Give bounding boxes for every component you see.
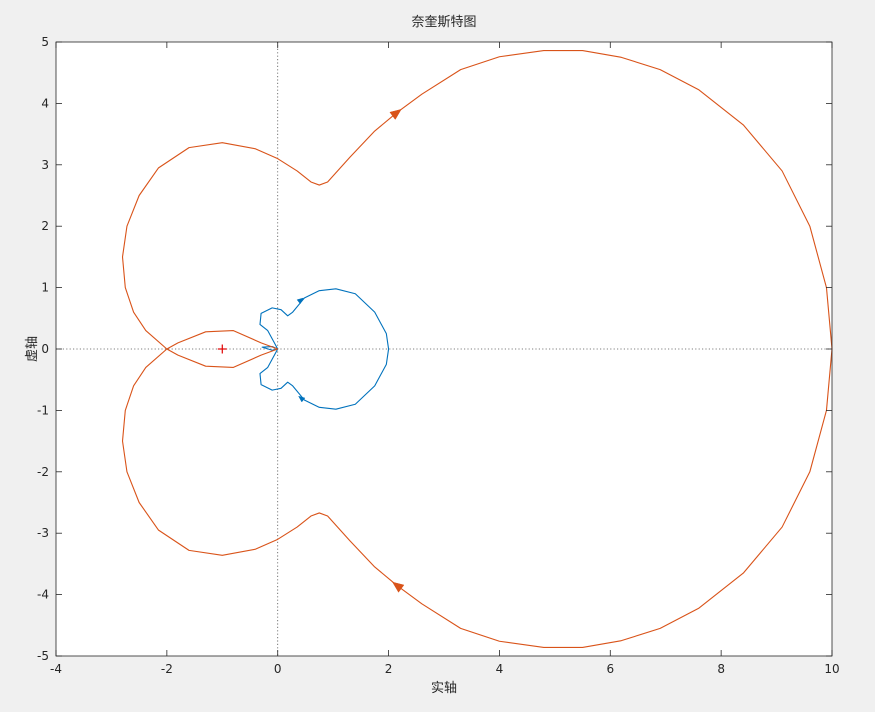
y-tick-label: -1 [37, 403, 49, 417]
y-axis-label: 虚轴 [25, 336, 40, 362]
y-tick-label: -3 [37, 526, 49, 540]
series-2-direction-arrow [392, 581, 405, 593]
x-tick-label: 0 [274, 662, 282, 676]
x-tick-label: 6 [606, 662, 614, 676]
chart-title: 奈奎斯特图 [411, 15, 476, 30]
x-tick-label: -4 [50, 662, 62, 676]
x-axis-ticks: -4 -2 0 2 4 6 8 10 [50, 42, 840, 676]
y-tick-label: 3 [41, 158, 49, 172]
series-1-curve [259, 288, 390, 410]
critical-point-marker [217, 344, 227, 354]
x-tick-label: 8 [717, 662, 725, 676]
x-tick-label: 4 [496, 662, 504, 676]
y-tick-label: 5 [41, 35, 49, 49]
series-1-direction-arrow [298, 395, 306, 403]
x-tick-label: 2 [385, 662, 393, 676]
x-tick-label: 10 [824, 662, 839, 676]
y-axis-ticks: -5 -4 -3 -2 -1 0 1 2 3 4 5 [37, 35, 832, 663]
y-tick-label: -2 [37, 465, 49, 479]
y-tick-label: -5 [37, 649, 49, 663]
series-2-direction-arrow [389, 108, 402, 120]
y-tick-label: 2 [41, 219, 49, 233]
y-tick-label: 4 [41, 96, 49, 110]
x-axis-label: 实轴 [431, 681, 457, 696]
series-1-direction-arrow [296, 297, 304, 305]
y-tick-label: 1 [41, 281, 49, 295]
y-tick-label: -4 [37, 588, 49, 602]
x-tick-label: -2 [161, 662, 173, 676]
y-tick-label: 0 [41, 342, 49, 356]
marker-layer [217, 344, 227, 354]
